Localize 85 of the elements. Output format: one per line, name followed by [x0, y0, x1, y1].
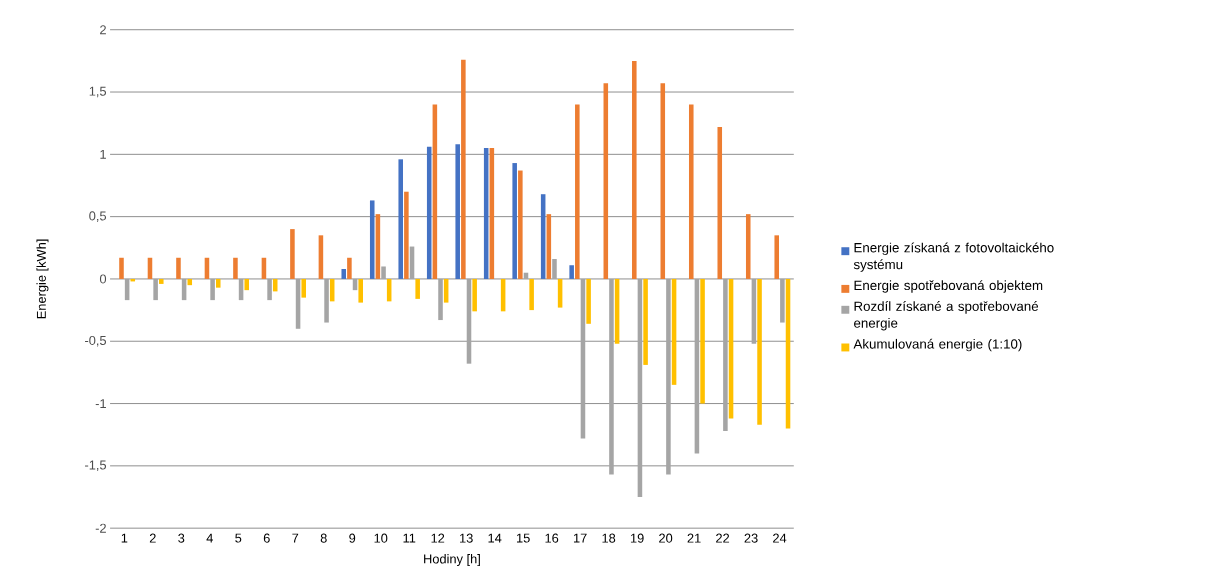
- x-tick-label: 3: [178, 533, 185, 543]
- bar: [745, 214, 751, 280]
- bar: [301, 279, 306, 298]
- y-axis-title: Energie [kWh]: [36, 239, 49, 319]
- bar: [267, 279, 272, 301]
- bar: [700, 279, 705, 404]
- bar: [575, 104, 580, 280]
- x-tick-label: 10: [374, 533, 388, 543]
- bar: [415, 279, 420, 299]
- x-tick-label: 23: [744, 533, 758, 543]
- x-axis-title: Hodiny [h]: [424, 554, 480, 567]
- x-tick-label: 19: [630, 533, 644, 543]
- x-tick-label: 21: [687, 533, 701, 543]
- bar: [341, 269, 347, 280]
- x-tick-label: 12: [431, 533, 445, 543]
- x-tick-label: 17: [573, 533, 587, 543]
- legend-label: Rozdíl získané a spotřebované energie: [854, 301, 1039, 331]
- bar: [381, 266, 386, 280]
- bar: [688, 104, 694, 280]
- x-tick-label: 24: [773, 533, 787, 543]
- bar: [215, 279, 221, 288]
- bar: [358, 279, 363, 303]
- bar: [472, 279, 477, 312]
- x-tick-label: 20: [659, 533, 673, 543]
- y-tick-label: -0,5: [85, 336, 107, 347]
- x-tick-label: 14: [488, 533, 502, 543]
- bar: [158, 279, 164, 285]
- x-tick-label: 9: [349, 533, 356, 543]
- bar: [723, 279, 728, 432]
- x-tick-label: 1: [121, 533, 128, 543]
- bar: [176, 257, 181, 280]
- y-tick-label: -1,5: [85, 460, 107, 472]
- bar: [404, 191, 409, 280]
- bar: [153, 279, 158, 301]
- bar: [461, 59, 466, 280]
- bar: [398, 159, 404, 280]
- bar: [210, 279, 215, 301]
- y-tick-label: 0: [99, 274, 107, 284]
- bar: [187, 279, 193, 286]
- bar: [369, 200, 375, 280]
- bar: [518, 170, 523, 280]
- bar: [233, 257, 238, 280]
- x-tick-label: 4: [206, 533, 213, 543]
- x-tick-label: 18: [602, 533, 616, 543]
- bar: [569, 265, 574, 280]
- x-tick-label: 5: [235, 533, 242, 543]
- legend-label: Akumulovaná energie (1:10): [853, 338, 1022, 352]
- bar: [717, 127, 723, 280]
- bar: [347, 257, 352, 280]
- x-tick-label: 2: [149, 533, 156, 543]
- bar: [757, 279, 762, 425]
- x-tick-label: 6: [263, 533, 270, 543]
- x-tick-label: 13: [460, 533, 473, 543]
- y-tick-label: 1,5: [89, 86, 107, 98]
- bar: [512, 163, 517, 280]
- bar: [324, 279, 329, 323]
- legend-label: Energie spotřebovaná objektem: [854, 280, 1043, 293]
- bar: [552, 259, 557, 280]
- bar: [438, 279, 443, 321]
- bar: [119, 257, 124, 280]
- bar: [643, 279, 648, 366]
- bar: [272, 279, 278, 292]
- y-tick-label: 0,5: [89, 211, 107, 223]
- bar: [632, 61, 637, 280]
- bar: [529, 279, 534, 311]
- bar: [244, 279, 250, 291]
- bar: [774, 235, 780, 280]
- x-tick-label: 15: [516, 533, 530, 543]
- bar: [660, 83, 666, 280]
- bar: [780, 279, 785, 323]
- x-tick-label: 7: [292, 533, 299, 543]
- bar: [455, 144, 460, 280]
- y-tick-label: -2: [95, 523, 106, 533]
- x-tick-label: 22: [716, 533, 730, 543]
- x-tick-label: 11: [403, 533, 416, 543]
- y-tick-label: 2: [100, 25, 106, 35]
- bar: [666, 279, 671, 475]
- bar: [609, 279, 614, 475]
- legend-label: Energie získaná z fotovoltaického systému: [853, 242, 1054, 272]
- bar: [586, 279, 591, 324]
- x-tick-label: 8: [320, 533, 327, 543]
- y-tick-label: -1: [95, 399, 106, 409]
- x-tick-label: 16: [545, 533, 559, 543]
- bar: [290, 229, 295, 280]
- y-tick-label: 1: [100, 150, 106, 159]
